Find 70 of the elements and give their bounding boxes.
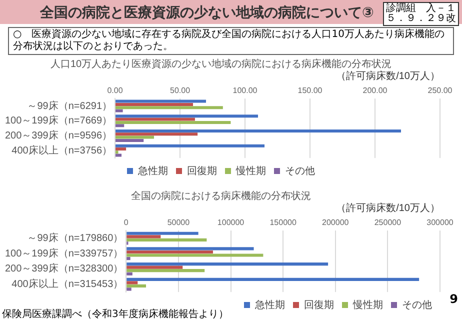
text: 診調組 入－１ bbox=[386, 3, 456, 14]
bar bbox=[126, 238, 207, 242]
text: 9 bbox=[450, 292, 458, 306]
x-tick-label: 250000 bbox=[374, 218, 402, 228]
bar bbox=[126, 281, 138, 284]
bar bbox=[116, 154, 122, 157]
bar bbox=[126, 272, 132, 276]
x-tick-label: 50000 bbox=[167, 218, 190, 228]
x-tick-label: 250.00 bbox=[428, 86, 453, 96]
y-tick-label: 400床以上（n=3756） bbox=[12, 144, 112, 156]
y-tick-label: 100～199床（n=339757） bbox=[5, 247, 124, 260]
text: ○ 医療資源の少ない地域に存在する病院及び全国の病院における人口10万人あたり病床機能の分布状況は以下のとおりであった。 bbox=[8, 27, 454, 55]
y-tick-label: 100～199床（n=7669） bbox=[4, 114, 112, 127]
bar bbox=[116, 120, 231, 124]
x-tick-label: 200000 bbox=[322, 218, 350, 228]
legend-label: その他 bbox=[402, 298, 432, 311]
legend-label: 急性期 bbox=[137, 164, 168, 177]
x-tick-label: 150000 bbox=[270, 218, 297, 228]
bar bbox=[116, 124, 124, 128]
bar bbox=[116, 109, 123, 112]
bar bbox=[116, 102, 194, 106]
y-tick-label: 200～399床（n=9596） bbox=[4, 129, 112, 142]
legend-label: その他 bbox=[285, 164, 315, 177]
x-tick-label: 200.00 bbox=[362, 86, 388, 96]
bar bbox=[116, 150, 118, 154]
bar bbox=[126, 256, 130, 260]
bar bbox=[116, 148, 126, 150]
x-tick-label: 0.00 bbox=[107, 86, 124, 96]
bar bbox=[126, 250, 213, 254]
legend-label: 回復期 bbox=[304, 298, 334, 311]
chart-title: 全国の病院における病床機能の分布状況 bbox=[131, 190, 311, 202]
bar bbox=[126, 284, 146, 288]
bar bbox=[126, 247, 254, 250]
x-tick-label: 100000 bbox=[217, 218, 245, 228]
bar bbox=[116, 106, 223, 110]
x-tick-label: 100.00 bbox=[232, 86, 258, 96]
text: 保険局医療課調べ（令和3年度病床機能報告より） bbox=[2, 308, 228, 320]
bar bbox=[126, 278, 420, 281]
bar bbox=[116, 138, 144, 142]
text: 全国の病院と医療資源の少ない地域の病院について③ bbox=[40, 4, 374, 22]
x-axis-title: （許可病床数/10万人） bbox=[336, 70, 440, 82]
text: ５．９．２９改 bbox=[386, 13, 456, 24]
x-tick-label: 150.00 bbox=[298, 86, 323, 96]
bar bbox=[116, 136, 154, 139]
x-tick-label: 0 bbox=[124, 218, 129, 228]
y-tick-label: 400床以上（n=315453） bbox=[12, 278, 124, 290]
bar bbox=[126, 254, 264, 257]
x-tick-label: 50.00 bbox=[170, 86, 191, 96]
bar bbox=[126, 235, 161, 238]
y-tick-label: ～99床（n=179860） bbox=[27, 232, 124, 244]
bar bbox=[126, 269, 205, 272]
bar bbox=[116, 100, 206, 103]
legend-label: 急性期 bbox=[254, 298, 285, 311]
legend-label: 回復期 bbox=[187, 164, 217, 177]
chart-title: 人口10万人あたり医療資源の少ない地域の病院における病床機能の分布状況 bbox=[50, 58, 392, 70]
bar bbox=[116, 118, 195, 121]
bar bbox=[116, 144, 265, 148]
bar bbox=[126, 262, 328, 266]
bar bbox=[126, 232, 198, 235]
y-tick-label: 200～399床（n=328300） bbox=[5, 262, 124, 275]
y-tick-label: ～99床（n=6291） bbox=[27, 100, 112, 112]
legend-label: 慢性期 bbox=[352, 298, 383, 311]
bar bbox=[126, 288, 132, 291]
legend-label: 慢性期 bbox=[235, 164, 266, 177]
bar bbox=[126, 266, 183, 269]
x-axis-title: （許可病床数/10万人） bbox=[336, 202, 440, 214]
bar bbox=[116, 132, 198, 136]
x-tick-label: 300000 bbox=[426, 218, 454, 228]
bar bbox=[116, 114, 258, 118]
bar bbox=[116, 129, 401, 132]
